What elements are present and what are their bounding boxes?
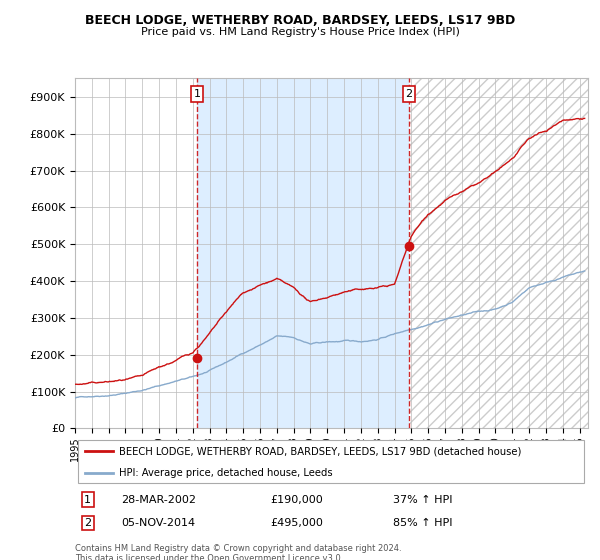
Text: 2: 2	[406, 89, 412, 99]
Text: 28-MAR-2002: 28-MAR-2002	[121, 494, 196, 505]
Text: BEECH LODGE, WETHERBY ROAD, BARDSEY, LEEDS, LS17 9BD: BEECH LODGE, WETHERBY ROAD, BARDSEY, LEE…	[85, 14, 515, 27]
Text: £495,000: £495,000	[270, 518, 323, 528]
Text: This data is licensed under the Open Government Licence v3.0.: This data is licensed under the Open Gov…	[75, 554, 343, 560]
Bar	[409, 78, 588, 428]
FancyBboxPatch shape	[77, 440, 584, 483]
Text: Contains HM Land Registry data © Crown copyright and database right 2024.: Contains HM Land Registry data © Crown c…	[75, 544, 401, 553]
Text: £190,000: £190,000	[270, 494, 323, 505]
Bar	[409, 78, 588, 428]
Text: 85% ↑ HPI: 85% ↑ HPI	[393, 518, 452, 528]
Text: 2: 2	[84, 518, 91, 528]
Text: 1: 1	[85, 494, 91, 505]
Text: 37% ↑ HPI: 37% ↑ HPI	[393, 494, 452, 505]
Text: BEECH LODGE, WETHERBY ROAD, BARDSEY, LEEDS, LS17 9BD (detached house): BEECH LODGE, WETHERBY ROAD, BARDSEY, LEE…	[119, 446, 521, 456]
Text: 05-NOV-2014: 05-NOV-2014	[121, 518, 195, 528]
Text: Price paid vs. HM Land Registry's House Price Index (HPI): Price paid vs. HM Land Registry's House …	[140, 27, 460, 37]
Bar	[197, 78, 409, 428]
Text: 1: 1	[193, 89, 200, 99]
Text: HPI: Average price, detached house, Leeds: HPI: Average price, detached house, Leed…	[119, 468, 332, 478]
